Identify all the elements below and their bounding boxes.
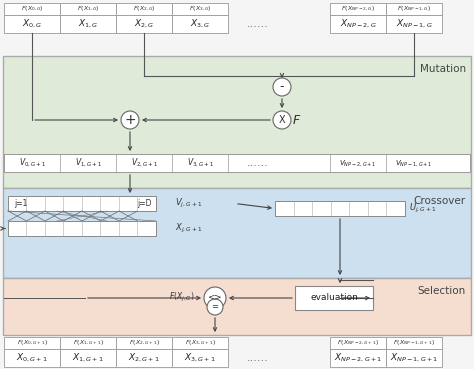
Text: $F(X_{NP-1,G+1})$: $F(X_{NP-1,G+1})$ bbox=[393, 339, 435, 347]
Text: $X_{0,G}$: $X_{0,G}$ bbox=[22, 18, 42, 30]
Bar bbox=[4, 337, 60, 349]
Text: =: = bbox=[211, 303, 219, 311]
Text: Crossover: Crossover bbox=[414, 196, 466, 206]
Text: $F(X_{3,G+1})$: $F(X_{3,G+1})$ bbox=[184, 339, 216, 347]
Text: $F(X_{0,G+1})$: $F(X_{0,G+1})$ bbox=[17, 339, 47, 347]
Text: $X_{j,G+1}$: $X_{j,G+1}$ bbox=[175, 222, 202, 235]
Text: $X_{1,G+1}$: $X_{1,G+1}$ bbox=[72, 352, 104, 364]
Text: j=1: j=1 bbox=[14, 199, 27, 208]
Text: $U_{j,G+1}$: $U_{j,G+1}$ bbox=[409, 202, 437, 215]
Text: $V_{j,G+1}$: $V_{j,G+1}$ bbox=[175, 197, 202, 210]
Bar bbox=[4, 3, 60, 15]
Text: $F(X_{NP-2,G})$: $F(X_{NP-2,G})$ bbox=[341, 5, 375, 13]
Bar bbox=[386, 3, 442, 15]
Bar bbox=[330, 337, 386, 349]
Bar bbox=[386, 349, 442, 367]
Text: $X_{NP-1,G}$: $X_{NP-1,G}$ bbox=[396, 18, 432, 30]
Bar bbox=[60, 15, 116, 33]
Text: j=D: j=D bbox=[137, 199, 152, 208]
Circle shape bbox=[273, 78, 291, 96]
Text: $V_{3,G+1}$: $V_{3,G+1}$ bbox=[187, 157, 213, 169]
Circle shape bbox=[207, 299, 223, 315]
Text: $X_{1,G}$: $X_{1,G}$ bbox=[78, 18, 98, 30]
Text: $F(X_{NP-2,G+1})$: $F(X_{NP-2,G+1})$ bbox=[337, 339, 379, 347]
Bar bbox=[330, 349, 386, 367]
Text: ......: ...... bbox=[247, 158, 269, 168]
Bar bbox=[172, 15, 228, 33]
Bar bbox=[116, 15, 172, 33]
Bar bbox=[330, 3, 386, 15]
Text: $F(X_{2,G+1})$: $F(X_{2,G+1})$ bbox=[128, 339, 159, 347]
Text: -: - bbox=[280, 80, 284, 93]
Text: ......: ...... bbox=[247, 353, 269, 363]
Text: <: < bbox=[208, 293, 216, 301]
Text: $F(X_{0,G})$: $F(X_{0,G})$ bbox=[21, 5, 43, 13]
Text: $V_{NP-2,G+1}$: $V_{NP-2,G+1}$ bbox=[339, 158, 377, 168]
Text: $V_{NP-1,G+1}$: $V_{NP-1,G+1}$ bbox=[395, 158, 433, 168]
Text: $F(X_{2,G})$: $F(X_{2,G})$ bbox=[133, 5, 155, 13]
Bar bbox=[4, 349, 60, 367]
Text: $X_{NP-1,G+1}$: $X_{NP-1,G+1}$ bbox=[390, 352, 438, 364]
Bar bbox=[172, 337, 228, 349]
Bar bbox=[3, 188, 471, 278]
Text: F: F bbox=[292, 114, 300, 127]
Bar bbox=[8, 196, 156, 211]
Text: $X_{0,G+1}$: $X_{0,G+1}$ bbox=[16, 352, 48, 364]
Bar bbox=[116, 337, 172, 349]
Text: $F(X_{1,G})$: $F(X_{1,G})$ bbox=[77, 5, 100, 13]
Text: $F(X_{3,G})$: $F(X_{3,G})$ bbox=[189, 5, 211, 13]
Text: $X_{2,G+1}$: $X_{2,G+1}$ bbox=[128, 352, 160, 364]
Bar bbox=[116, 349, 172, 367]
Text: >: > bbox=[214, 293, 222, 301]
Bar bbox=[60, 3, 116, 15]
Text: $V_{2,G+1}$: $V_{2,G+1}$ bbox=[130, 157, 157, 169]
Bar bbox=[386, 337, 442, 349]
Bar bbox=[330, 15, 386, 33]
Bar bbox=[172, 3, 228, 15]
Circle shape bbox=[273, 111, 291, 129]
Bar bbox=[60, 337, 116, 349]
Bar bbox=[8, 221, 156, 236]
Text: X: X bbox=[279, 115, 285, 125]
Bar bbox=[275, 201, 405, 216]
Text: $V_{0,G+1}$: $V_{0,G+1}$ bbox=[18, 157, 46, 169]
Text: $F(X_{j,G})$: $F(X_{j,G})$ bbox=[170, 290, 195, 304]
Text: $X_{3,G+1}$: $X_{3,G+1}$ bbox=[184, 352, 216, 364]
Bar bbox=[4, 15, 60, 33]
Bar bbox=[386, 15, 442, 33]
Bar bbox=[116, 3, 172, 15]
Bar bbox=[4, 154, 470, 172]
Text: $F(X_{1,G+1})$: $F(X_{1,G+1})$ bbox=[73, 339, 103, 347]
Circle shape bbox=[121, 111, 139, 129]
Text: $F(X_{NP-1,G})$: $F(X_{NP-1,G})$ bbox=[397, 5, 431, 13]
Text: evaluation: evaluation bbox=[310, 293, 358, 303]
Text: $X_{2,G}$: $X_{2,G}$ bbox=[134, 18, 154, 30]
Text: $X_{NP-2,G}$: $X_{NP-2,G}$ bbox=[340, 18, 376, 30]
Bar bbox=[60, 349, 116, 367]
Text: $X_{NP-2,G+1}$: $X_{NP-2,G+1}$ bbox=[334, 352, 382, 364]
Bar bbox=[3, 56, 471, 188]
Bar bbox=[3, 278, 471, 335]
Text: Selection: Selection bbox=[418, 286, 466, 296]
Bar bbox=[172, 349, 228, 367]
Text: ......: ...... bbox=[247, 19, 269, 29]
Bar bbox=[295, 286, 373, 310]
Text: +: + bbox=[124, 113, 136, 127]
Text: Mutation: Mutation bbox=[420, 64, 466, 74]
Circle shape bbox=[204, 287, 226, 309]
Text: $X_{3,G}$: $X_{3,G}$ bbox=[190, 18, 210, 30]
Text: $V_{1,G+1}$: $V_{1,G+1}$ bbox=[74, 157, 101, 169]
